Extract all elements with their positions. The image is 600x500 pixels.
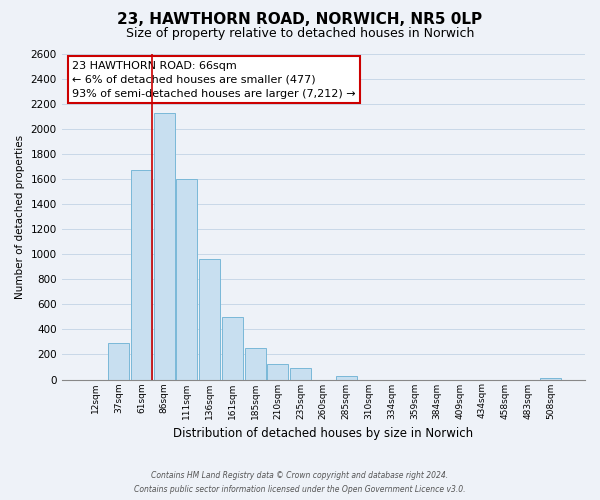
Bar [154, 113, 175, 380]
Text: 23 HAWTHORN ROAD: 66sqm
← 6% of detached houses are smaller (477)
93% of semi-de: 23 HAWTHORN ROAD: 66sqm ← 6% of detached… [72, 60, 356, 98]
Bar [108, 343, 129, 380]
Text: Size of property relative to detached houses in Norwich: Size of property relative to detached ho… [126, 28, 474, 40]
X-axis label: Distribution of detached houses by size in Norwich: Distribution of detached houses by size … [173, 427, 473, 440]
Bar [199, 260, 220, 380]
Bar [290, 368, 311, 380]
Bar [222, 317, 243, 380]
Bar [131, 170, 152, 380]
Bar [268, 364, 289, 380]
Y-axis label: Number of detached properties: Number of detached properties [15, 134, 25, 299]
Text: 23, HAWTHORN ROAD, NORWICH, NR5 0LP: 23, HAWTHORN ROAD, NORWICH, NR5 0LP [118, 12, 482, 28]
Bar [245, 348, 266, 380]
Bar [335, 376, 356, 380]
Text: Contains HM Land Registry data © Crown copyright and database right 2024.
Contai: Contains HM Land Registry data © Crown c… [134, 472, 466, 494]
Bar [540, 378, 561, 380]
Bar [176, 179, 197, 380]
